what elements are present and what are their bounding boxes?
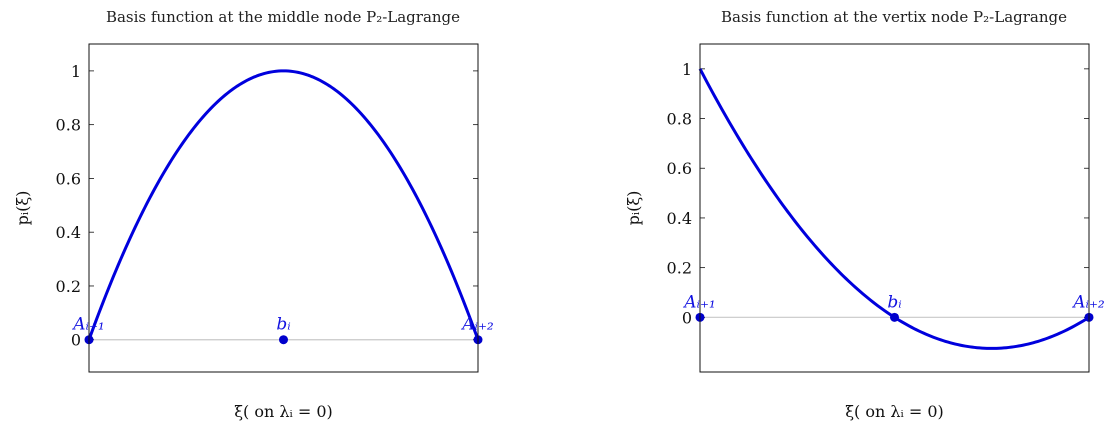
x-axis-label: ξ( on λᵢ = 0) — [845, 402, 944, 421]
x-axis-label: ξ( on λᵢ = 0) — [234, 402, 333, 421]
y-tick-label: 0.4 — [667, 209, 692, 228]
node-label: Aᵢ₊₂ — [1071, 292, 1105, 312]
node-label: Aᵢ₊₁ — [682, 292, 716, 312]
y-axis-label: pᵢ(ξ) — [624, 191, 643, 226]
node-point — [890, 312, 899, 322]
y-tick-label: 0.2 — [667, 259, 692, 278]
node-label: bᵢ — [276, 315, 290, 335]
y-axis-label: pᵢ(ξ) — [13, 191, 32, 226]
y-tick-label: 0.4 — [56, 223, 81, 242]
y-tick-label: 0.8 — [667, 110, 692, 129]
y-tick-label: 0.6 — [56, 169, 81, 188]
y-tick-label: 0.8 — [56, 116, 81, 135]
node-label: Aᵢ₊₁ — [71, 315, 105, 335]
y-tick-label: 0 — [682, 308, 692, 327]
node-point — [279, 335, 288, 345]
plot-frame — [88, 43, 479, 373]
plot-frame — [699, 43, 1090, 373]
y-tick-label: 1 — [71, 62, 81, 81]
chart-1: Basis function at the middle node P₂-Lag… — [13, 8, 494, 421]
node-label: bᵢ — [887, 292, 901, 312]
y-tick-label: 0.2 — [56, 277, 81, 296]
chart-title: Basis function at the vertix node P₂-Lag… — [721, 8, 1067, 26]
chart-2: Basis function at the vertix node P₂-Lag… — [624, 8, 1105, 421]
basis-curve — [87, 69, 480, 341]
y-tick-label: 0.6 — [667, 159, 692, 178]
y-tick-label: 0 — [71, 331, 81, 350]
y-tick-label: 1 — [682, 60, 692, 79]
node-label: Aᵢ₊₂ — [460, 315, 494, 335]
chart-title: Basis function at the middle node P₂-Lag… — [106, 8, 460, 26]
